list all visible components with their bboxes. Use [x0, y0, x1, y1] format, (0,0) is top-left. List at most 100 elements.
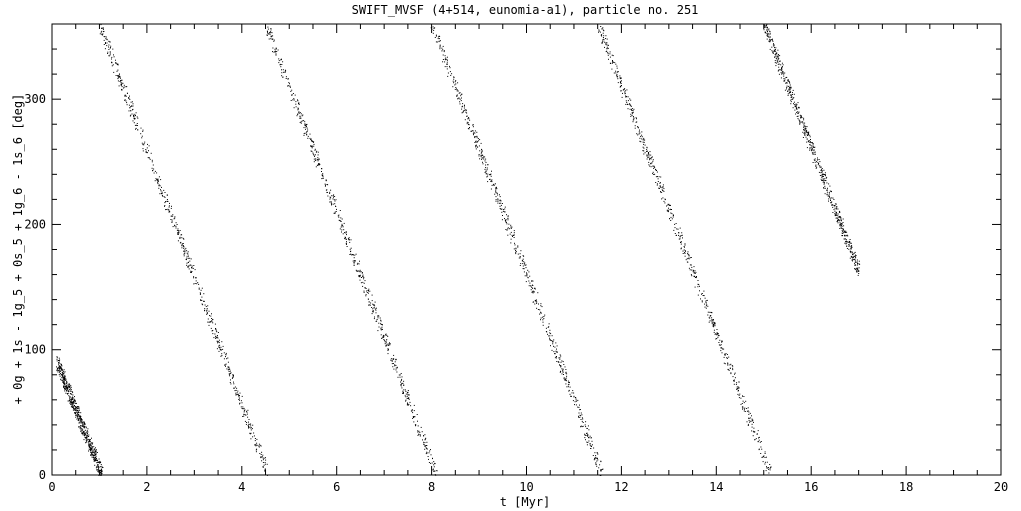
data-point	[842, 228, 844, 230]
data-point	[395, 359, 397, 361]
data-point	[772, 40, 774, 42]
data-point	[555, 342, 557, 344]
data-point	[485, 164, 487, 166]
data-point	[456, 94, 458, 96]
data-point	[287, 78, 289, 80]
data-point	[491, 170, 492, 172]
data-point	[109, 41, 111, 43]
data-point	[507, 234, 509, 236]
data-point	[556, 357, 557, 359]
data-point	[738, 389, 739, 391]
data-point	[495, 192, 497, 194]
data-point	[858, 267, 860, 269]
data-point	[101, 33, 103, 35]
data-point	[444, 66, 446, 68]
data-point	[67, 384, 69, 386]
data-point	[606, 46, 608, 48]
data-point	[691, 266, 693, 268]
data-point	[506, 214, 507, 216]
data-point	[849, 241, 850, 243]
data-point	[475, 140, 477, 142]
data-point	[612, 61, 614, 63]
data-point	[604, 41, 606, 43]
data-point	[247, 409, 249, 411]
data-point	[455, 83, 457, 85]
data-point	[281, 75, 283, 77]
data-point	[778, 69, 780, 71]
data-point	[66, 385, 68, 387]
data-point	[153, 172, 155, 174]
x-tick-label: 14	[709, 480, 723, 494]
data-point	[777, 63, 779, 65]
data-point	[646, 155, 648, 157]
data-point	[133, 113, 135, 115]
data-point	[65, 387, 67, 389]
data-point	[70, 388, 71, 390]
data-point	[303, 127, 305, 129]
data-point	[767, 29, 769, 31]
data-point	[79, 409, 80, 411]
data-point	[674, 233, 676, 234]
data-point	[293, 107, 295, 109]
data-point	[164, 192, 166, 193]
data-point	[424, 439, 426, 441]
data-point	[841, 227, 843, 229]
data-point	[817, 161, 819, 163]
data-point	[485, 161, 487, 163]
data-point	[678, 238, 680, 240]
data-point	[362, 281, 364, 283]
data-point	[430, 454, 432, 456]
data-point	[684, 252, 686, 254]
data-point	[449, 67, 451, 69]
data-point	[123, 87, 125, 89]
data-point	[646, 146, 648, 148]
data-point	[795, 106, 797, 108]
data-point	[196, 283, 198, 285]
data-point	[68, 390, 70, 392]
data-point	[62, 380, 64, 382]
data-point	[727, 368, 729, 370]
data-point	[554, 353, 556, 355]
data-point	[466, 121, 468, 123]
data-point	[764, 32, 766, 33]
data-point	[65, 382, 67, 384]
data-point	[780, 77, 782, 79]
data-point	[206, 311, 208, 313]
data-point	[846, 231, 848, 233]
data-point	[147, 157, 149, 159]
data-point	[358, 276, 360, 278]
data-point	[56, 370, 58, 372]
data-point	[506, 223, 508, 225]
data-point	[701, 293, 702, 295]
data-point	[284, 71, 286, 73]
data-point	[370, 302, 372, 304]
data-point	[152, 164, 154, 166]
data-point	[183, 253, 185, 255]
data-point	[835, 217, 837, 219]
data-point	[90, 444, 92, 446]
data-point	[218, 342, 220, 344]
data-point	[647, 152, 649, 154]
data-point	[235, 389, 237, 391]
data-point	[115, 59, 116, 61]
data-point	[769, 469, 771, 471]
data-point	[90, 449, 92, 451]
data-point	[220, 349, 221, 351]
data-point	[528, 285, 530, 287]
data-point	[599, 31, 601, 33]
data-point	[74, 408, 75, 410]
data-point	[644, 152, 646, 154]
data-point	[272, 35, 274, 37]
data-point	[769, 31, 771, 33]
data-point	[799, 114, 801, 116]
data-point	[232, 376, 234, 378]
data-point	[581, 420, 583, 422]
data-point	[769, 41, 771, 43]
data-point	[469, 119, 471, 121]
data-point	[813, 143, 814, 145]
data-point	[189, 260, 191, 262]
data-point	[317, 160, 319, 162]
data-point	[474, 137, 476, 139]
data-point	[206, 308, 208, 310]
data-point	[815, 167, 817, 169]
